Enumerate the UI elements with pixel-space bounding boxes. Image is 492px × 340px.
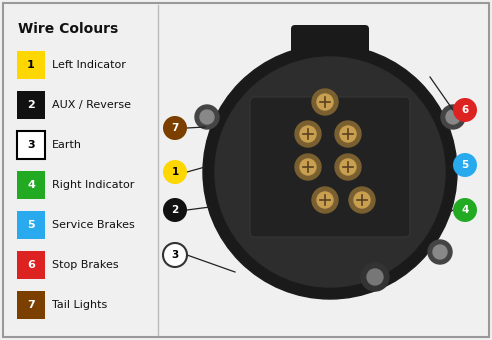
FancyBboxPatch shape [3,3,489,337]
Circle shape [361,263,389,291]
FancyBboxPatch shape [17,91,45,119]
Circle shape [317,192,333,208]
Text: Earth: Earth [52,140,82,150]
Circle shape [203,45,457,299]
Text: 2: 2 [171,205,179,215]
Circle shape [349,187,375,213]
Circle shape [335,154,361,180]
Circle shape [295,154,321,180]
Circle shape [215,57,445,287]
FancyBboxPatch shape [291,25,369,63]
Text: 5: 5 [461,160,468,170]
Circle shape [453,153,477,177]
Text: Stop Brakes: Stop Brakes [52,260,119,270]
Circle shape [354,192,370,208]
Circle shape [295,121,321,147]
Circle shape [312,187,338,213]
Text: 2: 2 [27,100,35,110]
Circle shape [312,89,338,115]
Text: 4: 4 [461,205,469,215]
Circle shape [163,116,187,140]
Text: 1: 1 [27,60,35,70]
FancyBboxPatch shape [17,251,45,279]
Circle shape [300,159,316,175]
Circle shape [446,110,460,124]
Text: 6: 6 [27,260,35,270]
Circle shape [317,94,333,110]
FancyBboxPatch shape [17,171,45,199]
Text: 7: 7 [171,123,179,133]
Text: 4: 4 [27,180,35,190]
FancyBboxPatch shape [17,211,45,239]
Circle shape [453,198,477,222]
Circle shape [453,98,477,122]
Circle shape [195,105,219,129]
Text: 1: 1 [171,167,179,177]
FancyBboxPatch shape [250,97,410,237]
Circle shape [300,126,316,142]
Circle shape [163,198,187,222]
Text: Right Indicator: Right Indicator [52,180,134,190]
Text: AUX / Reverse: AUX / Reverse [52,100,131,110]
Text: 3: 3 [171,250,179,260]
Circle shape [335,121,361,147]
Circle shape [433,245,447,259]
Circle shape [340,159,356,175]
Text: 5: 5 [27,220,35,230]
Text: Wire Colours: Wire Colours [18,22,118,36]
Text: Service Brakes: Service Brakes [52,220,135,230]
Circle shape [340,126,356,142]
Circle shape [163,160,187,184]
Circle shape [163,243,187,267]
FancyBboxPatch shape [17,51,45,79]
FancyBboxPatch shape [17,131,45,159]
Text: Left Indicator: Left Indicator [52,60,126,70]
Circle shape [441,105,465,129]
Text: Tail Lights: Tail Lights [52,300,107,310]
Circle shape [200,110,214,124]
Text: 7: 7 [27,300,35,310]
Circle shape [428,240,452,264]
FancyBboxPatch shape [17,291,45,319]
Circle shape [367,269,383,285]
Text: 6: 6 [461,105,468,115]
Text: 3: 3 [27,140,35,150]
